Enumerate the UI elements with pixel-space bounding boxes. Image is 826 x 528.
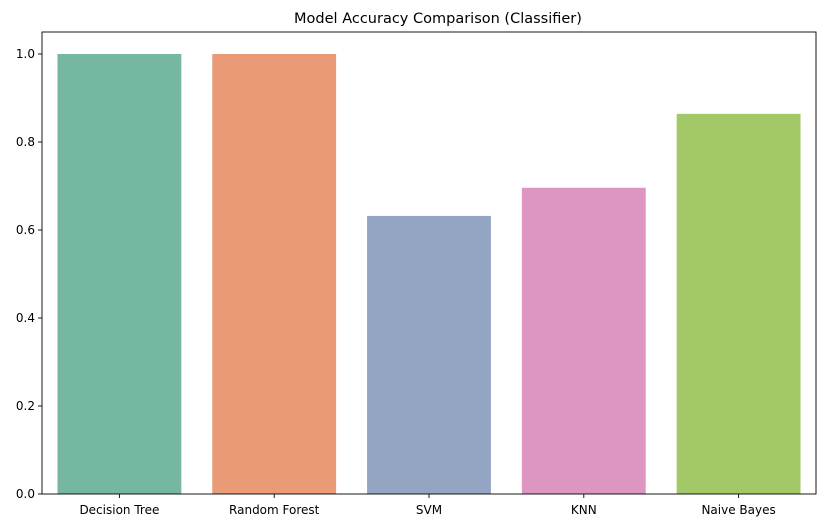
- bar-random-forest: [212, 54, 337, 494]
- x-tick-label: SVM: [416, 503, 442, 517]
- y-tick-label: 0.6: [16, 223, 35, 237]
- bar-naive-bayes: [676, 113, 801, 494]
- y-axis: 0.0 0.2 0.4 0.6 0.8 1.0: [16, 47, 42, 501]
- x-axis: Decision Tree Random Forest SVM KNN Naive Ba…: [79, 494, 776, 517]
- y-tick-label: 0.8: [16, 135, 35, 149]
- bar-svm: [367, 215, 491, 495]
- y-tick-label: 1.0: [16, 47, 35, 61]
- chart-title: Model Accuracy Comparison (Classifier): [294, 11, 582, 27]
- bar-knn: [521, 187, 646, 494]
- bars-group: [57, 54, 801, 495]
- x-tick-label: Decision Tree: [79, 503, 159, 517]
- bar-decision-tree: [57, 54, 182, 494]
- x-tick-label: Random Forest: [229, 503, 320, 517]
- x-tick-label: Naive Bayes: [701, 503, 775, 517]
- y-tick-label: 0.2: [16, 399, 35, 413]
- x-tick-label: KNN: [571, 503, 597, 517]
- y-tick-label: 0.4: [16, 311, 35, 325]
- y-tick-label: 0.0: [16, 487, 35, 501]
- plot-frame: [41, 31, 817, 495]
